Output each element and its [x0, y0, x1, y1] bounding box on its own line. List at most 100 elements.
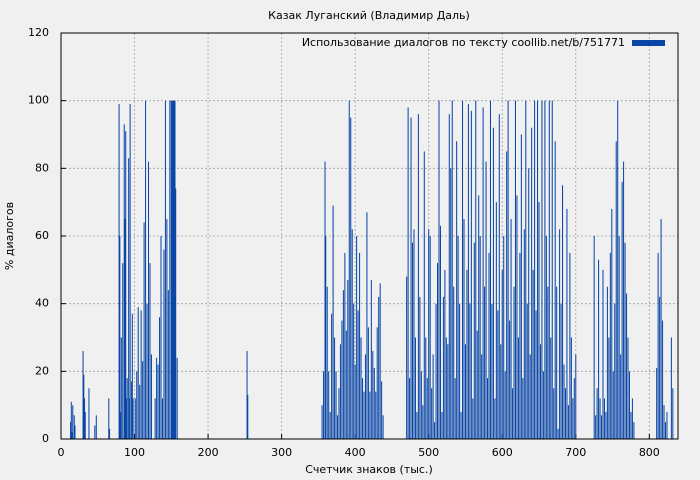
y-tick-label: 100: [28, 94, 49, 107]
bar: [593, 236, 595, 439]
y-axis-label: % диалогов: [3, 202, 16, 270]
bar: [626, 293, 628, 439]
bar: [140, 310, 142, 439]
bar: [605, 411, 607, 439]
bar: [84, 411, 86, 439]
bar: [557, 428, 559, 439]
bar: [335, 371, 337, 439]
bar: [369, 391, 371, 439]
bar: [164, 100, 166, 440]
bar: [564, 388, 566, 439]
x-tick-label: 100: [124, 446, 145, 459]
bar: [479, 236, 481, 439]
bar: [71, 432, 73, 439]
bar: [575, 354, 577, 439]
bar: [166, 219, 168, 439]
bar: [556, 286, 558, 439]
bar: [425, 337, 427, 439]
bar: [478, 195, 480, 439]
bar: [609, 252, 611, 439]
bar: [566, 208, 568, 439]
bar: [412, 242, 414, 439]
bar: [615, 141, 617, 439]
bar: [124, 219, 126, 439]
bar: [487, 378, 489, 439]
chart-title: Казак Луганский (Владимир Даль): [268, 9, 470, 22]
bar: [659, 296, 661, 439]
bar: [620, 354, 622, 439]
bar: [453, 286, 455, 439]
bar: [534, 100, 536, 440]
bar: [83, 374, 85, 439]
x-tick-label: 700: [565, 446, 586, 459]
bar: [344, 252, 346, 439]
bar: [456, 141, 458, 439]
bar: [432, 354, 434, 439]
bar: [376, 327, 378, 439]
y-tick-label: 60: [35, 229, 49, 242]
bar: [656, 367, 658, 439]
bar: [70, 422, 72, 439]
bar: [157, 364, 159, 439]
bar: [142, 361, 144, 439]
bar: [606, 286, 608, 439]
bar: [325, 236, 327, 439]
bar: [535, 310, 537, 439]
bar: [370, 279, 372, 439]
bar: [457, 236, 459, 439]
bar: [445, 337, 447, 439]
bar: [167, 290, 169, 439]
bar: [84, 398, 86, 439]
bar: [342, 290, 344, 439]
x-tick-label: 0: [58, 446, 65, 459]
bar: [361, 378, 364, 439]
bar: [435, 303, 437, 439]
bar: [159, 317, 161, 439]
bar: [328, 371, 330, 439]
bar: [563, 364, 565, 439]
bar: [614, 303, 616, 439]
bar: [528, 168, 530, 440]
bar: [321, 405, 323, 439]
bar: [426, 378, 428, 439]
bar: [147, 161, 150, 440]
bar: [429, 236, 431, 439]
bar: [553, 388, 555, 439]
bar: [143, 222, 145, 439]
bar: [161, 398, 163, 439]
bar: [160, 236, 162, 439]
bar: [74, 425, 76, 439]
bar: [145, 100, 147, 440]
bar: [128, 158, 130, 439]
bar: [531, 127, 533, 439]
bar: [562, 185, 564, 439]
bar: [149, 263, 151, 439]
bar: [523, 229, 525, 439]
bar: [612, 371, 614, 439]
bar: [494, 398, 496, 439]
bar: [416, 411, 418, 439]
bar: [439, 225, 441, 439]
bar: [660, 219, 662, 439]
y-tick-label: 40: [35, 297, 49, 310]
bar: [131, 381, 133, 439]
bar: [539, 344, 541, 439]
bar: [378, 296, 380, 439]
bar: [407, 107, 409, 439]
bar: [363, 391, 365, 439]
x-tick-label: 200: [198, 446, 219, 459]
bar: [512, 388, 514, 439]
bar: [628, 371, 630, 439]
bar: [469, 303, 471, 439]
bar: [617, 100, 619, 440]
bar: [441, 411, 443, 439]
bar: [573, 378, 575, 439]
bar: [122, 263, 124, 439]
bar: [598, 259, 600, 439]
x-tick-label: 500: [418, 446, 439, 459]
bar: [372, 351, 374, 439]
bar: [375, 391, 377, 439]
bar: [522, 378, 524, 439]
bar: [476, 330, 478, 439]
